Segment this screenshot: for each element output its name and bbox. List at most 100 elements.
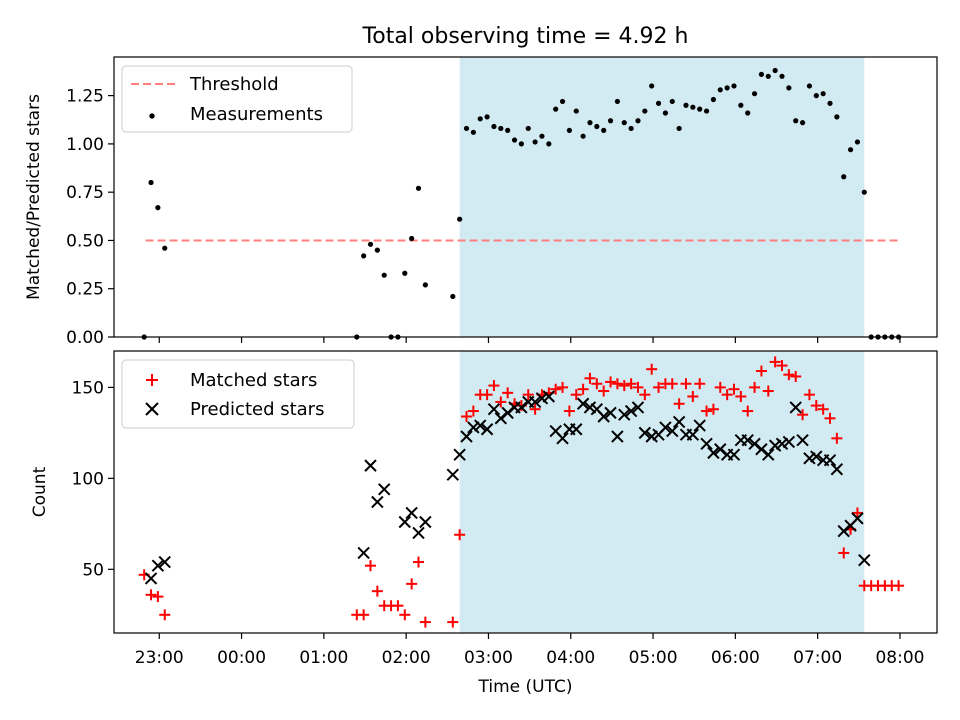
xtick-label: 08:00 (875, 648, 924, 668)
xtick-label: 03:00 (464, 648, 513, 668)
measurements-point (765, 73, 771, 79)
predicted-stars-point (398, 515, 412, 529)
top-ytick-label: 0.00 (66, 328, 104, 348)
predicted-stars-point (542, 390, 556, 403)
legend-measurements-swatch (149, 113, 155, 119)
matched-stars-point (769, 356, 781, 368)
matched-stars-point (803, 389, 815, 401)
matched-stars-point (392, 600, 404, 612)
matched-stars-point (851, 507, 863, 519)
predicted-stars-point (144, 572, 158, 585)
predicted-stars-point (830, 463, 844, 476)
matched-stars-point (365, 560, 377, 572)
legend-matched-label: Matched stars (190, 370, 317, 391)
legend-matched-swatch (146, 374, 158, 386)
measurements-point (463, 125, 470, 132)
measurements-point (628, 125, 634, 132)
measurements-point (498, 125, 504, 132)
matched-stars-point (152, 591, 164, 603)
matched-stars-point (145, 589, 157, 601)
measurements-point (477, 116, 483, 122)
predicted-stars-point (357, 546, 370, 560)
predicted-stars-point (624, 404, 638, 418)
top-plot-frame (113, 56, 938, 338)
x-axis-label: Time (UTC) (478, 677, 573, 697)
top-legend: Threshold Measurements (121, 65, 353, 133)
matched-stars-point (522, 389, 534, 401)
matched-stars-point (735, 390, 747, 402)
measurements-point (779, 73, 785, 79)
matched-stars-point (447, 616, 459, 628)
xtick-label: 05:00 (629, 648, 678, 668)
matched-stars-point (838, 547, 850, 559)
matched-stars-point (714, 381, 726, 393)
predicted-stars-point (727, 448, 741, 461)
xtick-label: 02:00 (382, 648, 431, 668)
matched-stars-point (467, 405, 479, 417)
predicted-stars-point (576, 397, 590, 410)
matched-stars-point (632, 381, 644, 393)
predicted-stars-point (789, 401, 802, 414)
measurements-point (642, 108, 648, 114)
predicted-stars-point (638, 426, 652, 440)
predicted-stars-point (480, 423, 494, 436)
matched-stars-point (625, 378, 637, 390)
matched-stars-point (707, 403, 719, 415)
matched-stars-point (646, 363, 658, 375)
predicted-stars-point (693, 419, 706, 432)
measurements-point (539, 133, 545, 139)
measurements-point (758, 71, 765, 77)
matched-stars-point (810, 400, 822, 412)
predicted-stars-point (700, 437, 713, 450)
top-ytick-label: 0.25 (66, 280, 104, 300)
matched-stars-point (824, 412, 836, 424)
predicted-stars-point (412, 526, 425, 540)
measurements-point (834, 114, 840, 120)
measurements-point (854, 139, 861, 145)
measurements-point (525, 125, 531, 132)
predicted-stars-point (378, 483, 391, 496)
matched-stars-point (728, 383, 740, 395)
measurements-point (587, 120, 593, 126)
measurements-point (847, 147, 854, 153)
measurements-point (505, 127, 511, 133)
matched-stars-point (529, 403, 541, 415)
matched-stars-point (557, 381, 569, 393)
predicted-stars-point (741, 433, 754, 447)
xtick-label: 00:00 (217, 648, 266, 668)
bottom-axis-layer: 50 100 150 23:00 00:00 01:00 02:00 03:00 04:00 05… (72, 378, 925, 668)
measurements-point (415, 185, 422, 191)
measurements-point (710, 96, 717, 103)
predicted-stars-point (405, 506, 418, 520)
measurements-point (697, 106, 703, 112)
measurements-point (635, 118, 641, 124)
matched-stars-point (371, 585, 383, 597)
legend-threshold-label: Threshold (189, 74, 279, 95)
matched-stars-point (749, 381, 761, 393)
top-axis-layer: 0.00 0.25 0.50 0.75 1.00 1.25 (66, 87, 901, 348)
measurements-point (731, 83, 737, 89)
top-ytick-label: 0.75 (66, 183, 104, 203)
measurements-point (827, 100, 833, 106)
predicted-stars-point (796, 433, 809, 447)
measurements-point (546, 141, 552, 147)
predicted-stars-point (672, 415, 686, 429)
measurements-point (621, 120, 627, 126)
predicted-stars-point (782, 435, 796, 449)
matched-stars-point (817, 403, 829, 415)
predicted-stars-point (810, 450, 823, 463)
matched-stars-point (831, 432, 843, 444)
measurements-point (580, 133, 586, 139)
matched-stars-point (584, 372, 596, 384)
bottom-panel: 50 100 150 23:00 00:00 01:00 02:00 03:00 04:00 05… (30, 350, 938, 668)
predicted-stars-point (556, 432, 569, 445)
predicted-stars-point (371, 495, 384, 509)
xtick-label: 04:00 (546, 648, 595, 668)
top-ytick-label: 1.25 (66, 87, 104, 107)
top-data-layer (141, 67, 902, 340)
measurements-point (662, 110, 669, 116)
top-shaded-interval (459, 57, 865, 337)
measurements-point (806, 83, 813, 89)
matched-stars-point (694, 378, 706, 390)
